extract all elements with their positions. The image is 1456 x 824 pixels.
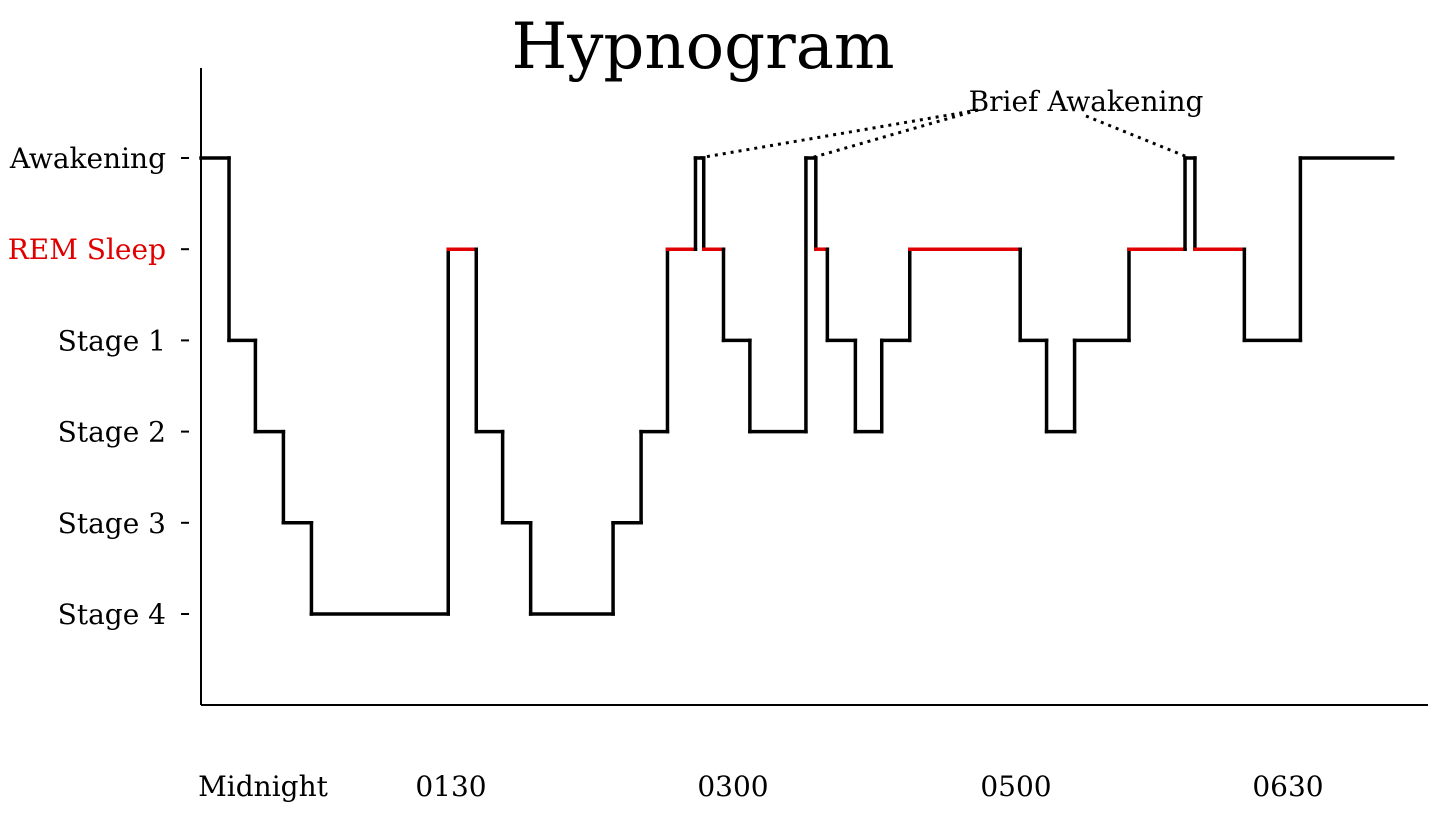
x-tick-label: Midnight — [198, 770, 328, 803]
annotation-label: Brief Awakening — [969, 85, 1204, 118]
axes — [200, 68, 1428, 706]
y-tick-label: Stage 2 — [58, 416, 166, 449]
x-tick-label: 0300 — [697, 770, 768, 803]
annotations: Brief Awakening — [698, 85, 1204, 160]
y-tick-label: Stage 4 — [58, 598, 166, 631]
hypnogram-series — [199, 156, 1395, 616]
annotation-pointer — [810, 108, 979, 160]
chart-title: Hypnogram — [511, 10, 894, 84]
x-tick-label: 0630 — [1252, 770, 1323, 803]
x-tick-label: 0130 — [415, 770, 486, 803]
y-tick-label: REM Sleep — [8, 233, 166, 266]
x-axis-ticks: Midnight 0130 0300 0500 0630 — [198, 770, 1324, 803]
x-tick-label: 0500 — [980, 770, 1051, 803]
y-tick-label: Stage 3 — [58, 507, 166, 540]
annotation-pointer — [1085, 114, 1191, 160]
y-tick-label: Stage 1 — [58, 324, 166, 357]
y-axis-ticks: Awakening REM Sleep Stage 1 Stage 2 Stage 3 S… — [8, 142, 189, 631]
y-tick-label: Awakening — [9, 142, 166, 175]
